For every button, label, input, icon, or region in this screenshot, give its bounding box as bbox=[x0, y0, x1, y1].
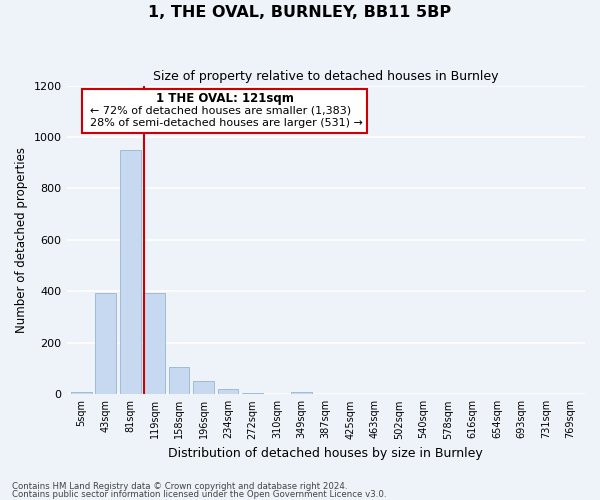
Bar bbox=[218, 388, 238, 394]
Bar bbox=[291, 392, 312, 394]
Text: 28% of semi-detached houses are larger (531) →: 28% of semi-detached houses are larger (… bbox=[90, 118, 363, 128]
Bar bbox=[95, 293, 116, 394]
FancyBboxPatch shape bbox=[82, 88, 367, 134]
Bar bbox=[144, 293, 165, 394]
Y-axis label: Number of detached properties: Number of detached properties bbox=[15, 147, 28, 333]
Text: Contains HM Land Registry data © Crown copyright and database right 2024.: Contains HM Land Registry data © Crown c… bbox=[12, 482, 347, 491]
Bar bbox=[71, 392, 92, 394]
Bar bbox=[120, 150, 140, 394]
Bar bbox=[169, 367, 190, 394]
Title: Size of property relative to detached houses in Burnley: Size of property relative to detached ho… bbox=[153, 70, 499, 83]
Text: 1, THE OVAL, BURNLEY, BB11 5BP: 1, THE OVAL, BURNLEY, BB11 5BP bbox=[148, 5, 452, 20]
Text: 1 THE OVAL: 121sqm: 1 THE OVAL: 121sqm bbox=[156, 92, 293, 104]
Text: Contains public sector information licensed under the Open Government Licence v3: Contains public sector information licen… bbox=[12, 490, 386, 499]
X-axis label: Distribution of detached houses by size in Burnley: Distribution of detached houses by size … bbox=[169, 447, 483, 460]
Bar bbox=[242, 393, 263, 394]
Text: ← 72% of detached houses are smaller (1,383): ← 72% of detached houses are smaller (1,… bbox=[90, 106, 351, 116]
Bar bbox=[193, 381, 214, 394]
